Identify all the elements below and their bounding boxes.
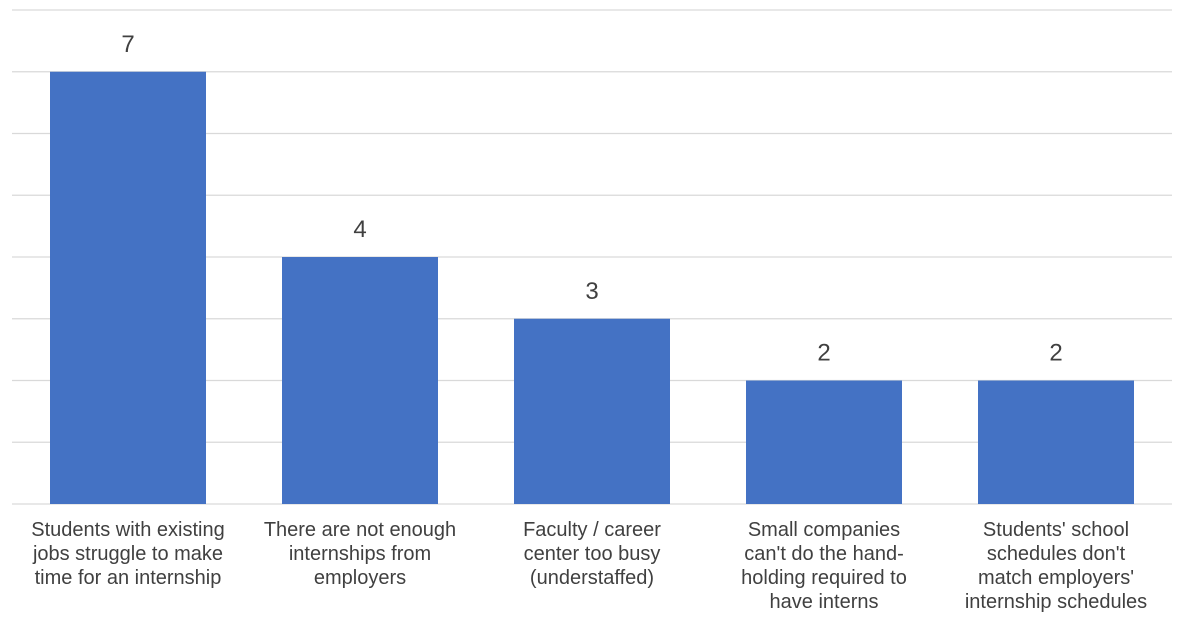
category-label: Students' school schedules don't match emp… [965,519,1147,613]
data-label: 7 [121,31,134,58]
bar [282,257,438,504]
bar [514,318,670,504]
category-labels: Students with existing jobs struggle to m… [31,519,1147,613]
category-label: There are not enough internships from empl… [264,519,456,589]
bar [978,380,1134,504]
data-label: 2 [817,340,830,367]
category-label: Faculty / career center too busy (understa… [523,519,661,589]
bar [746,380,902,504]
bars [50,71,1134,504]
category-label: Small companies can't do the hand-holding… [741,519,907,613]
data-label: 4 [353,216,366,243]
bar [50,71,206,504]
data-labels: 7 4 3 2 2 [121,31,1062,367]
data-label: 2 [1049,340,1062,367]
category-label: Students with existing jobs struggle to m… [31,519,224,589]
data-label: 3 [585,278,598,305]
